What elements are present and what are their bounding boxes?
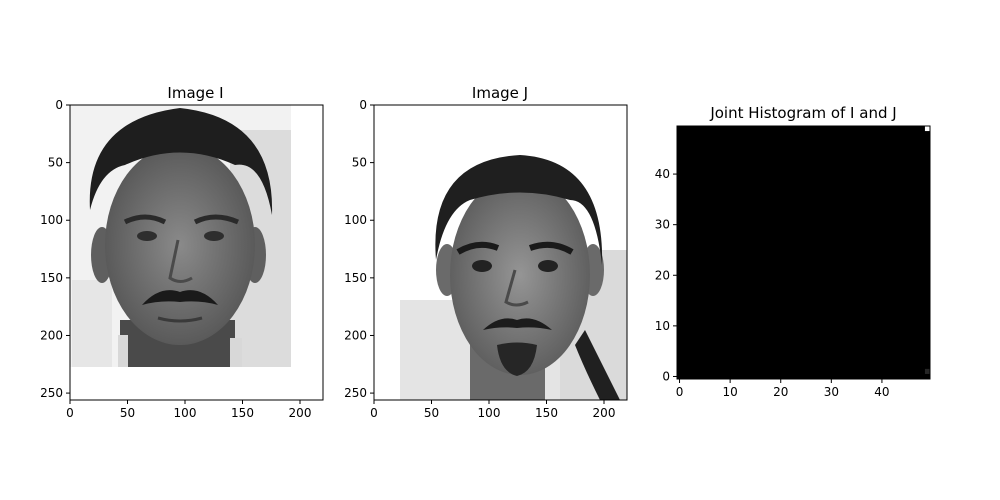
joint-histogram-ticks: 0 10 20 30 40 0 10 20 30 40	[655, 167, 890, 399]
image-i-photo	[70, 105, 291, 367]
joint-histogram-panel: Joint Histogram of I and J 0 10 20 30 40 0 10 2…	[655, 104, 931, 399]
image-j-x-tick-label: 50	[424, 406, 439, 420]
joint-histogram-y-tick-label: 20	[655, 268, 670, 282]
joint-histogram-image	[677, 126, 930, 379]
image-j-x-tick-label: 0	[370, 406, 378, 420]
image-i-y-tick-label: 200	[40, 328, 63, 342]
image-j-y-tick-label: 150	[344, 271, 367, 285]
image-i-ticks: 0 50 100 150 200 0 50 100 150 200 250	[40, 98, 311, 420]
joint-histogram-cell	[924, 368, 930, 374]
image-i-y-tick-label: 100	[40, 213, 63, 227]
image-i-x-tick-label: 0	[66, 406, 74, 420]
image-j-y-tick-label: 250	[344, 386, 367, 400]
joint-histogram-y-tick-label: 30	[655, 218, 670, 232]
image-i-y-tick-label: 250	[40, 386, 63, 400]
joint-histogram-x-tick-label: 30	[824, 385, 839, 399]
image-j-axes-frame	[373, 104, 628, 401]
image-j-x-tick-label: 150	[535, 406, 558, 420]
image-j-y-tick-label: 100	[344, 213, 367, 227]
image-j-y-tick-label: 200	[344, 328, 367, 342]
image-i-x-tick-label: 200	[289, 406, 312, 420]
image-j-ticks: 0 50 100 150 200 0 50 100 150 200 250	[344, 98, 615, 420]
image-i-x-tick-label: 100	[174, 406, 197, 420]
joint-histogram-x-tick-label: 20	[773, 385, 788, 399]
joint-histogram-cells	[924, 126, 930, 374]
joint-histogram-x-tick-label: 0	[676, 385, 684, 399]
image-i-y-tick-label: 150	[40, 271, 63, 285]
image-i-title: Image I	[167, 84, 223, 102]
image-i-x-tick-label: 50	[120, 406, 135, 420]
image-i-x-tick-label: 150	[231, 406, 254, 420]
joint-histogram-y-tick-label: 10	[655, 319, 670, 333]
image-j-x-tick-label: 200	[593, 406, 616, 420]
image-j-y-tick-label: 0	[359, 98, 367, 112]
joint-histogram-x-tick-label: 40	[874, 385, 889, 399]
joint-histogram-frame	[676, 125, 931, 380]
image-i-axes-frame	[69, 104, 324, 401]
joint-histogram-y-tick-label: 0	[662, 369, 670, 383]
image-j-x-tick-label: 100	[478, 406, 501, 420]
joint-histogram-title: Joint Histogram of I and J	[709, 104, 896, 122]
image-i-y-tick-label: 50	[48, 156, 63, 170]
image-j-photo	[374, 105, 627, 400]
image-j-title: Image J	[472, 84, 528, 102]
image-j-panel: Image J	[344, 84, 628, 420]
joint-histogram-x-tick-label: 10	[722, 385, 737, 399]
image-j-y-tick-label: 50	[352, 156, 367, 170]
joint-histogram-y-tick-label: 40	[655, 167, 670, 181]
image-i-y-tick-label: 0	[55, 98, 63, 112]
joint-histogram-cell	[924, 126, 930, 132]
image-i-panel: Image I	[40, 84, 324, 420]
